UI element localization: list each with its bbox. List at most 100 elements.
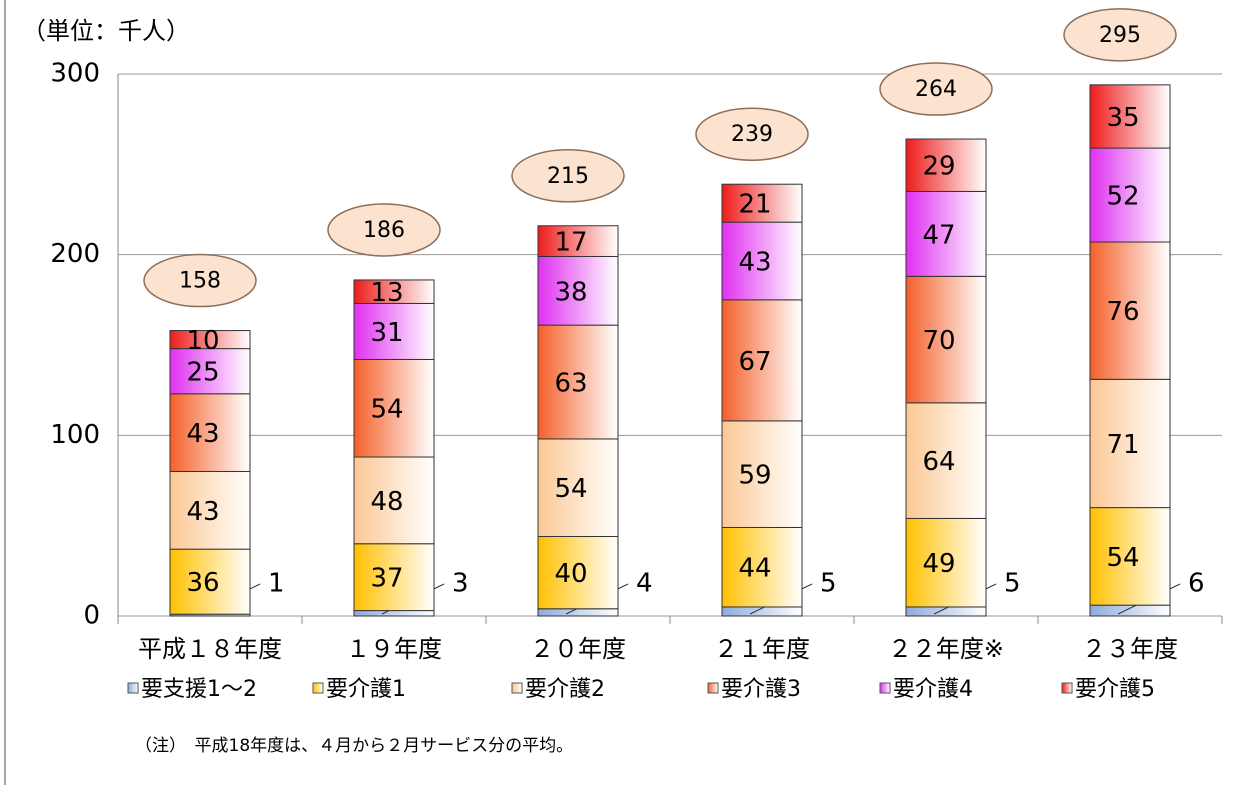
bar-segment xyxy=(169,330,251,350)
bar-segment xyxy=(1089,378,1171,509)
value-label: 17 xyxy=(554,228,587,258)
unit-label: （単位：千人） xyxy=(22,17,190,45)
x-tick-label: ２２年度※ xyxy=(888,635,1004,663)
x-tick-label: ２１年度 xyxy=(714,635,810,663)
bar-segment xyxy=(905,402,987,519)
legend-swatch xyxy=(707,682,719,694)
legend-label: 要介護2 xyxy=(525,677,605,702)
legend-label: 要支援1～2 xyxy=(141,677,257,702)
value-label: 43 xyxy=(738,247,771,277)
bar-segment xyxy=(537,438,619,538)
x-tick-label: ２０年度 xyxy=(530,635,626,663)
bar-segment xyxy=(537,608,619,617)
legend-label: 要介護1 xyxy=(326,677,406,702)
bar-segment xyxy=(537,255,619,326)
legend-swatch xyxy=(312,682,324,694)
bar-segment xyxy=(1089,84,1171,149)
bar-segment xyxy=(353,456,435,545)
bar-segment xyxy=(721,526,803,608)
value-label: 67 xyxy=(738,347,771,377)
total-bubble xyxy=(327,203,441,257)
value-label: 35 xyxy=(1106,103,1139,133)
value-label: 6 xyxy=(1188,569,1205,599)
total-bubble xyxy=(511,149,625,203)
value-label: 40 xyxy=(554,559,587,589)
value-label: 25 xyxy=(186,358,219,388)
value-label: 3 xyxy=(452,569,469,599)
value-label: 10 xyxy=(186,326,219,356)
value-label: 4 xyxy=(636,569,653,599)
bar-segment xyxy=(169,393,251,472)
value-label: 63 xyxy=(554,369,587,399)
total-label: 264 xyxy=(915,77,957,102)
total-bubble xyxy=(1063,8,1177,62)
value-label: 70 xyxy=(922,326,955,356)
bar-segment xyxy=(905,190,987,277)
value-label: 21 xyxy=(738,190,771,220)
x-tick-label: 平成１８年度 xyxy=(138,635,282,663)
bar-segment xyxy=(169,348,251,395)
value-label: 49 xyxy=(922,549,955,579)
value-label: 43 xyxy=(186,419,219,449)
value-label: 54 xyxy=(370,395,403,425)
legend-swatch xyxy=(127,682,139,694)
bar-segment xyxy=(169,548,251,615)
legend-label: 要介護3 xyxy=(721,677,801,702)
bar-segment xyxy=(721,183,803,223)
value-label: 5 xyxy=(820,569,837,599)
bar-segment xyxy=(721,420,803,528)
legend-label: 要介護5 xyxy=(1075,677,1155,702)
value-label: 48 xyxy=(370,487,403,517)
total-bubble xyxy=(879,62,993,116)
bar-segment xyxy=(353,279,435,304)
y-tick-label: 200 xyxy=(50,239,100,269)
value-label: 54 xyxy=(554,474,587,504)
value-label: 54 xyxy=(1106,543,1139,573)
bar-segment xyxy=(353,358,435,458)
bar-segment xyxy=(353,543,435,612)
value-label: 1 xyxy=(268,569,285,599)
value-label: 44 xyxy=(738,554,771,584)
y-tick-label: 100 xyxy=(50,420,100,450)
y-tick-label: 300 xyxy=(50,59,100,89)
note: （注） 平成18年度は、４月から２月サービス分の平均。 xyxy=(135,736,573,756)
bar-segment xyxy=(721,221,803,301)
value-label: 76 xyxy=(1106,297,1139,327)
bar-segment xyxy=(1089,604,1171,617)
bar-segment xyxy=(169,470,251,550)
y-tick-label: 0 xyxy=(83,601,100,631)
bar-segment xyxy=(353,610,435,617)
legend-swatch xyxy=(879,682,891,694)
value-label: 31 xyxy=(370,318,403,348)
bar-segment xyxy=(1089,241,1171,380)
value-label: 36 xyxy=(186,568,219,598)
legend-label: 要介護4 xyxy=(893,677,973,702)
total-label: 215 xyxy=(547,164,589,189)
value-label: 64 xyxy=(922,447,955,477)
value-label: 47 xyxy=(922,220,955,250)
x-tick-label: １９年度 xyxy=(346,635,442,663)
total-bubble xyxy=(695,107,809,161)
value-label: 52 xyxy=(1106,182,1139,212)
total-label: 239 xyxy=(731,122,773,147)
value-label: 38 xyxy=(554,277,587,307)
total-bubble xyxy=(143,253,257,308)
total-label: 158 xyxy=(179,269,221,294)
total-label: 186 xyxy=(363,218,405,243)
legend-swatch xyxy=(511,682,523,694)
value-label: 43 xyxy=(186,497,219,527)
bar-segment xyxy=(537,225,619,257)
value-label: 71 xyxy=(1106,430,1139,460)
value-label: 59 xyxy=(738,461,771,491)
value-label: 29 xyxy=(922,152,955,182)
value-label: 5 xyxy=(1004,569,1021,599)
bar-segment xyxy=(353,302,435,360)
x-tick-label: ２３年度 xyxy=(1082,635,1178,663)
bar-segment xyxy=(905,138,987,192)
value-label: 13 xyxy=(370,278,403,308)
bar-segment xyxy=(721,299,803,422)
value-label: 37 xyxy=(370,564,403,594)
bar-segment xyxy=(905,517,987,608)
legend-swatch xyxy=(1061,682,1073,694)
